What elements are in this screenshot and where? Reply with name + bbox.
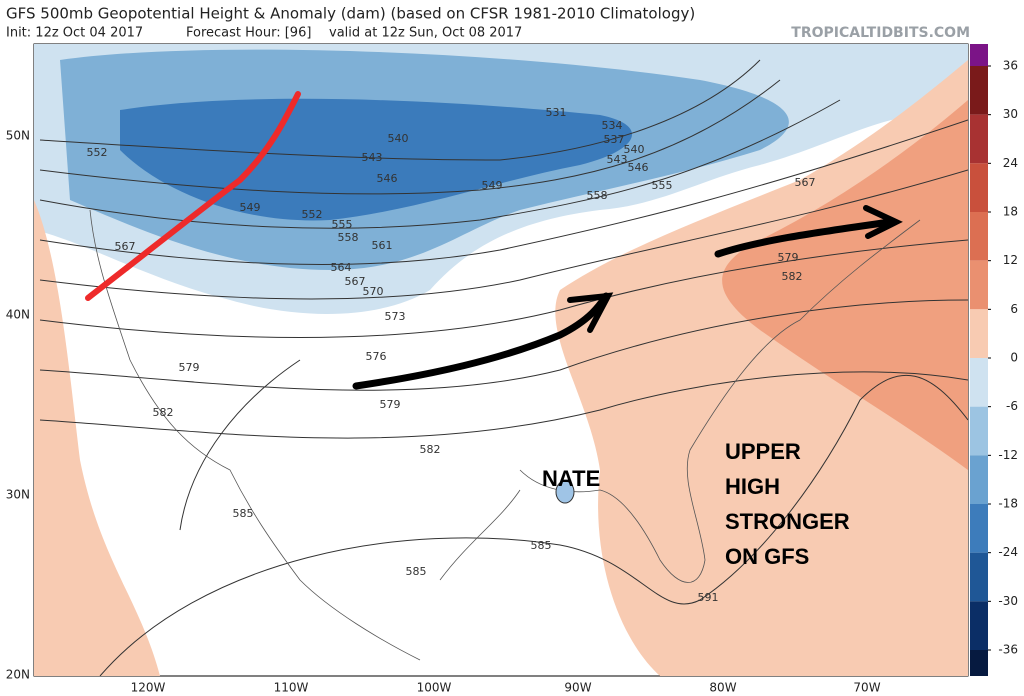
arrow-path — [352, 292, 610, 390]
trough-axis — [85, 91, 301, 301]
colorbar-label: -24 — [998, 545, 1018, 559]
lat-label: 50N — [6, 129, 30, 143]
annotation: ON GFS — [725, 544, 809, 569]
contour-label: 576 — [366, 350, 387, 363]
map — [33, 43, 969, 677]
contour-label: 582 — [420, 443, 441, 456]
contour-label: 585 — [406, 565, 427, 578]
lon-label: 90W — [564, 681, 591, 695]
colorbar-bin — [970, 212, 988, 261]
colorbar-label: -12 — [998, 448, 1018, 462]
contour-label: 570 — [363, 285, 384, 298]
contour-label: 582 — [153, 406, 174, 419]
colorbar-label: 36 — [1003, 59, 1018, 73]
storm-label: NATE — [542, 466, 600, 491]
contour-label: 537 — [604, 133, 625, 146]
arrow-path — [714, 218, 894, 258]
coastlines — [89, 209, 921, 661]
colorbar-bin — [970, 114, 988, 164]
colorbar-bin — [970, 163, 988, 212]
contour-label: 561 — [372, 239, 393, 252]
colorbar-label: 24 — [1003, 156, 1018, 170]
colorbar-label: 6 — [1010, 302, 1018, 316]
lat-label: 20N — [6, 668, 30, 682]
lon-label: 110W — [274, 681, 309, 695]
contour-label: 540 — [388, 132, 409, 145]
contour-label: 579 — [778, 251, 799, 264]
colorbar-cap — [970, 650, 988, 676]
colorbar-bin — [970, 309, 988, 358]
colorbar-label: 30 — [1003, 107, 1018, 121]
lon-label: 120W — [131, 681, 166, 695]
title: GFS 500mb Geopotential Height & Anomaly … — [6, 5, 695, 23]
contour-label: 558 — [338, 231, 359, 244]
colorbar-cap — [970, 44, 988, 66]
colorbar-bin — [970, 406, 988, 456]
contour-label: 549 — [240, 201, 261, 214]
colorbar-bin — [970, 66, 988, 115]
colorbar-label: 12 — [1003, 253, 1018, 267]
colorbar-bin — [970, 601, 988, 650]
colorbar-bin — [970, 358, 988, 407]
arrow-head — [567, 292, 614, 333]
contour-label: 534 — [602, 119, 623, 132]
contour-label: 582 — [782, 270, 803, 283]
annotation: STRONGER — [725, 509, 850, 534]
contour-label: 546 — [377, 172, 398, 185]
colorbar-label: 18 — [1003, 205, 1018, 219]
colorbar-bin — [970, 455, 988, 504]
valid-time: valid at 12z Sun, Oct 08 2017 — [329, 26, 522, 41]
colorbar-label: -30 — [998, 594, 1018, 608]
contour-label: 552 — [302, 208, 323, 221]
colorbar-bin — [970, 504, 988, 553]
colorbar-bin — [970, 552, 988, 602]
contour-label: 591 — [698, 591, 719, 604]
contour-label: 567 — [345, 275, 366, 288]
contour-label: 555 — [332, 218, 353, 231]
contour-label: 549 — [482, 179, 503, 192]
positive-anomaly-west — [34, 200, 160, 676]
contour-label: 543 — [607, 153, 628, 166]
contour-label: 579 — [179, 361, 200, 374]
colorbar-label: -36 — [998, 643, 1018, 657]
annotation: HIGH — [725, 474, 780, 499]
lon-label: 70W — [853, 681, 880, 695]
contour-label: 567 — [115, 240, 136, 253]
forecast-hour: Forecast Hour: [96] — [186, 26, 311, 41]
init: Init: 12z Oct 04 2017 — [6, 26, 143, 41]
lon-label: 100W — [417, 681, 452, 695]
colorbar-label: 0 — [1010, 351, 1018, 365]
annotation: UPPER — [725, 439, 801, 464]
colorbar-label: -6 — [1006, 399, 1018, 413]
colorbar-label: -18 — [998, 497, 1018, 511]
contour-label: 552 — [87, 146, 108, 159]
contours — [39, 59, 968, 676]
lon-label: 80W — [709, 681, 736, 695]
contour-label: 555 — [652, 179, 673, 192]
contour-label: 564 — [331, 261, 352, 274]
contour-label: 546 — [628, 161, 649, 174]
storm-symbol — [555, 480, 575, 504]
colorbar-bin — [970, 260, 988, 310]
contour-label: 585 — [233, 507, 254, 520]
contour-label: 531 — [546, 106, 567, 119]
contour-label: 579 — [380, 398, 401, 411]
lat-label: 40N — [6, 308, 30, 322]
positive-anomaly-strong — [722, 100, 968, 470]
contour-label: 567 — [795, 176, 816, 189]
contour-label: 558 — [587, 189, 608, 202]
lat-label: 30N — [6, 488, 30, 502]
contour-label: 585 — [531, 539, 552, 552]
contour-label: 543 — [362, 151, 383, 164]
contour-label: 540 — [624, 143, 645, 156]
contour-label: 573 — [385, 310, 406, 323]
arrow-head — [863, 205, 903, 239]
brand: TROPICALTIDBITS.COM — [791, 25, 970, 41]
